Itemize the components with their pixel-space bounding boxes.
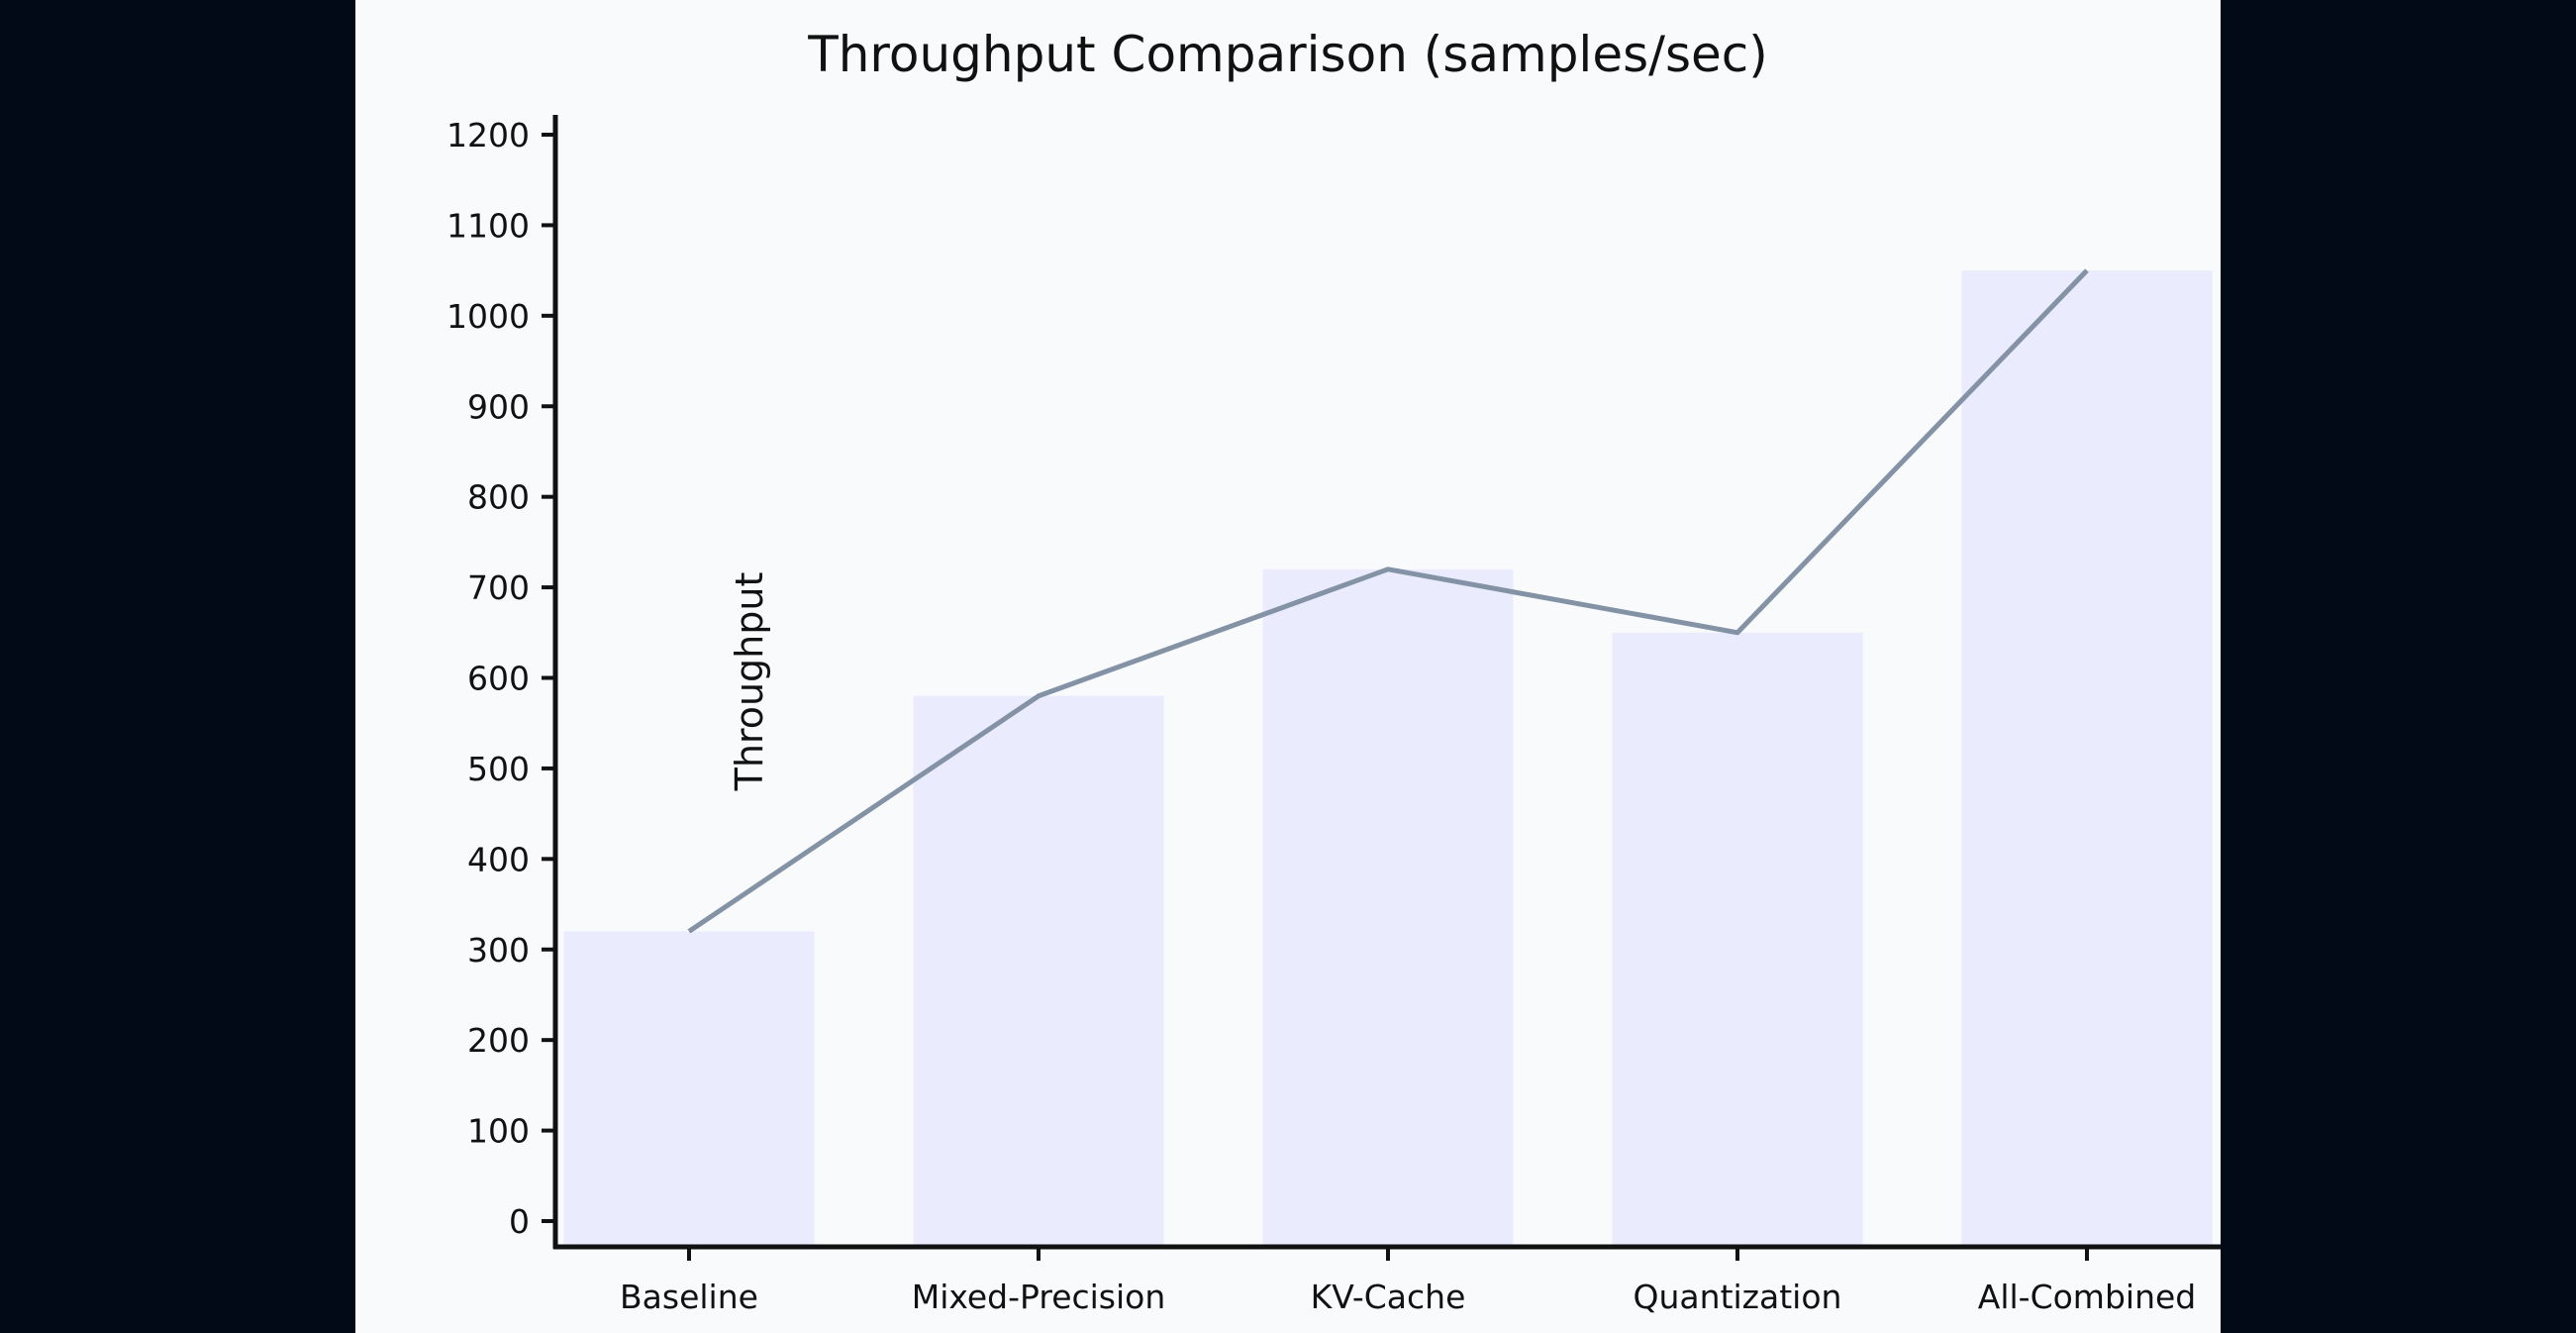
chart: Throughput Comparison (samples/sec) Thro… (446, 26, 2221, 1316)
y-tick-label: 600 (467, 660, 530, 698)
x-tick-label: Quantization (1634, 1278, 1842, 1316)
y-tick-label: 1200 (446, 116, 530, 154)
y-tick-label: 800 (467, 478, 530, 517)
y-tick-label: 1100 (446, 206, 530, 245)
y-ticks-group: 0 100 200 300 400 500 600 700 800 900 1000 1100 1200 (446, 116, 555, 1241)
x-ticks-group: Baseline Mixed-Precision KV-Cache Quantizat… (620, 1247, 2196, 1316)
x-tick-label: KV-Cache (1311, 1278, 1466, 1316)
bars-group (563, 270, 2213, 1247)
y-axis-label: Throughput (728, 572, 771, 792)
throughput-line (687, 268, 2089, 934)
bar-all-combined (1961, 270, 2213, 1247)
bar-kv-cache (1262, 568, 1514, 1247)
y-tick-label: 300 (467, 931, 530, 970)
y-tick-label: 500 (467, 750, 530, 788)
bar-mixed-precision (913, 695, 1164, 1247)
y-tick-label: 400 (467, 840, 530, 878)
chart-title: Throughput Comparison (samples/sec) (807, 26, 1768, 83)
bar-baseline (563, 931, 815, 1247)
bar-quantization (1612, 632, 1863, 1247)
y-tick-label: 700 (467, 568, 530, 607)
x-tick-label: Baseline (620, 1278, 758, 1316)
y-tick-label: 900 (467, 387, 530, 426)
x-tick-label: All-Combined (1978, 1278, 2196, 1316)
y-tick-label: 0 (509, 1202, 530, 1241)
chart-panel: Throughput Comparison (samples/sec) Thro… (355, 0, 2221, 1333)
y-tick-label: 100 (467, 1112, 530, 1151)
y-tick-label: 1000 (446, 297, 530, 336)
line-series-group (687, 268, 2089, 934)
x-tick-label: Mixed-Precision (912, 1278, 1166, 1316)
y-tick-label: 200 (467, 1021, 530, 1060)
